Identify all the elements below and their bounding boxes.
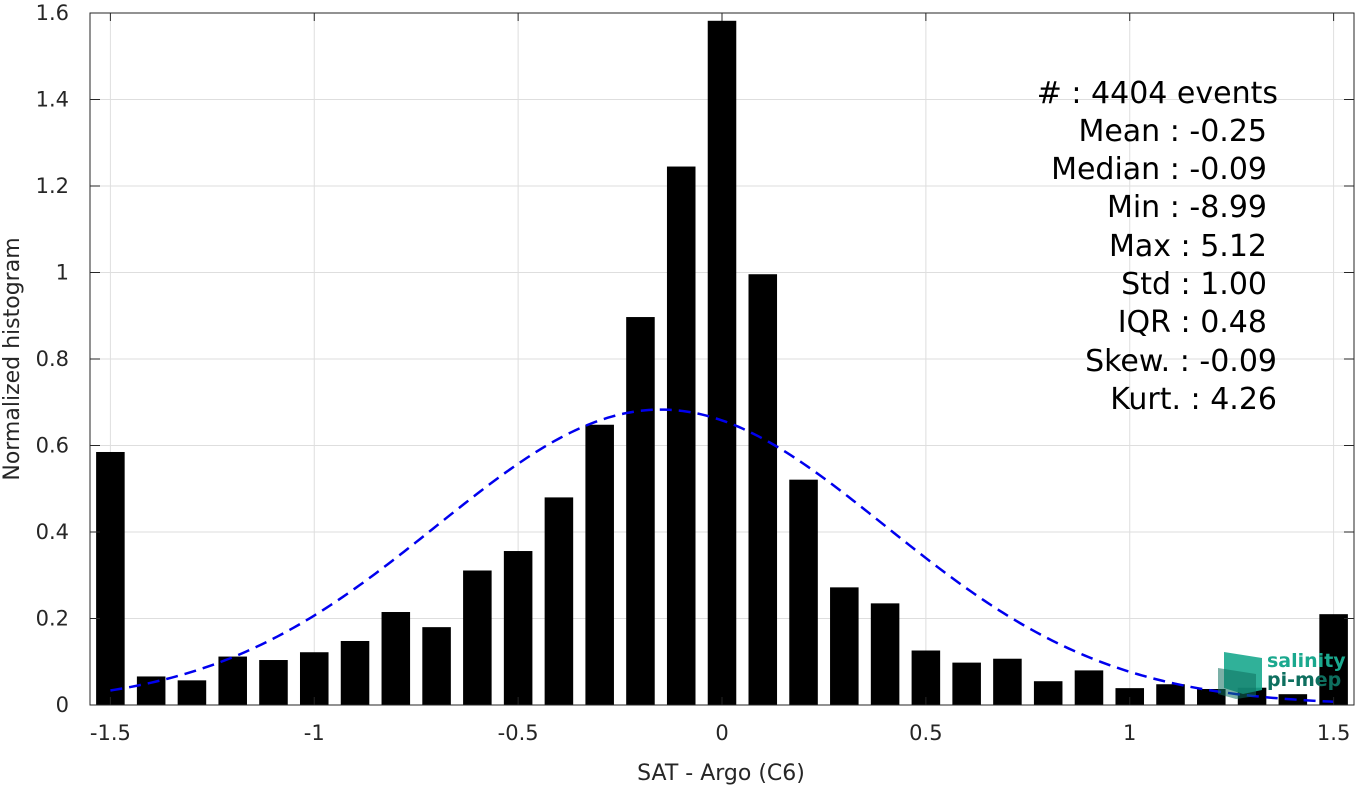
y-tick-label: 1.2: [36, 174, 69, 198]
stat-events: # : 4404 events: [1037, 76, 1278, 111]
histogram-bar: [870, 603, 900, 705]
histogram-bar: [422, 627, 451, 705]
histogram-bar: [544, 497, 574, 705]
histogram-bar: [259, 660, 288, 705]
y-axis-label: Normalized histogram: [0, 237, 25, 480]
stat-kurt: Kurt. : 4.26: [1110, 382, 1277, 417]
histogram-bar: [96, 451, 125, 705]
stat-iqr: IQR : 0.48: [1118, 305, 1267, 340]
y-tick-label: 1: [56, 261, 69, 285]
histogram-bar: [136, 676, 166, 705]
histogram-bar: [503, 551, 533, 705]
histogram-bar: [748, 274, 778, 705]
stat-max: Max : 5.12: [1109, 229, 1267, 264]
histogram-bar: [463, 570, 492, 705]
histogram-bar: [1074, 670, 1104, 705]
y-tick-label: 0.6: [36, 434, 69, 458]
histogram-bar: [1033, 681, 1063, 705]
x-tick-label: -0.5: [498, 721, 539, 745]
histogram-bar: [1319, 614, 1348, 705]
stat-min: Min : -8.99: [1107, 190, 1267, 225]
histogram-bar: [1115, 688, 1145, 705]
salinity-pimep-logo: salinity pi-mep: [1218, 650, 1346, 699]
histogram-bar: [993, 658, 1022, 705]
histogram-bar: [218, 656, 247, 705]
stat-mean: Mean : -0.25: [1078, 114, 1267, 149]
axis-ticks: [90, 12, 1354, 706]
stat-std: Std : 1.00: [1121, 267, 1267, 302]
logo-wave-shadow-icon: [1218, 668, 1256, 699]
histogram-bar: [1156, 684, 1185, 705]
histogram-bar: [626, 317, 655, 705]
y-tick-label: 0.8: [36, 347, 69, 371]
normal-fit-curve: [110, 408, 1334, 703]
logo-line2: pi-mep: [1267, 669, 1341, 691]
y-tick-label: 1.4: [36, 88, 69, 112]
x-tick-label: 1: [1123, 721, 1136, 745]
histogram-bar: [340, 640, 370, 705]
x-tick-label: -1.5: [90, 721, 131, 745]
stats-box: # : 4404 events Mean : -0.25 Median : -0…: [1037, 76, 1278, 417]
histogram-bar: [952, 662, 981, 705]
histogram-bar: [666, 166, 696, 706]
histogram-bar: [707, 20, 737, 706]
stat-median: Median : -0.09: [1051, 152, 1267, 187]
x-tick-label: 0.5: [909, 721, 942, 745]
x-tick-label: 0: [715, 721, 728, 745]
x-tick-labels: -1.5 -1 -0.5 0 0.5 1 1.5: [90, 721, 1350, 745]
logo-line1: salinity: [1267, 650, 1346, 672]
histogram-bar: [830, 587, 859, 705]
y-tick-label: 0.4: [36, 520, 69, 544]
x-tick-label: -1: [304, 721, 325, 745]
stat-skew: Skew. : -0.09: [1085, 344, 1277, 379]
y-tick-label: 0: [56, 693, 69, 717]
histogram-bar: [585, 424, 614, 705]
histogram-bar: [299, 652, 329, 705]
y-tick-label: 1.6: [36, 1, 69, 25]
y-tick-label: 0.2: [36, 607, 69, 631]
histogram-bar: [789, 479, 818, 705]
y-tick-labels: 0 0.2 0.4 0.6 0.8 1 1.2 1.4 1.6: [36, 1, 69, 717]
histogram-bar: [911, 650, 941, 705]
x-tick-label: 1.5: [1317, 721, 1350, 745]
bar-series: [96, 20, 1348, 706]
histogram-bar: [381, 612, 411, 705]
x-axis-label: SAT - Argo (C6): [637, 761, 805, 786]
histogram-bar: [177, 680, 207, 705]
